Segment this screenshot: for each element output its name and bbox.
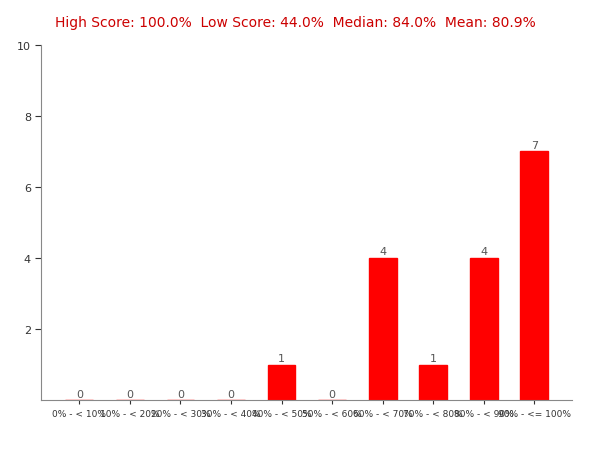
Text: 4: 4 xyxy=(379,247,386,257)
Bar xyxy=(369,258,396,400)
Text: 0: 0 xyxy=(228,389,234,399)
Text: 1: 1 xyxy=(278,353,285,363)
Bar xyxy=(520,152,548,400)
Text: 1: 1 xyxy=(430,353,437,363)
Text: 7: 7 xyxy=(530,140,538,150)
Bar xyxy=(470,258,497,400)
Text: 0: 0 xyxy=(126,389,133,399)
Text: 4: 4 xyxy=(480,247,487,257)
Bar xyxy=(268,365,296,400)
Text: 0: 0 xyxy=(177,389,184,399)
Text: 0: 0 xyxy=(76,389,83,399)
Text: 0: 0 xyxy=(329,389,336,399)
Text: High Score: 100.0%  Low Score: 44.0%  Median: 84.0%  Mean: 80.9%: High Score: 100.0% Low Score: 44.0% Medi… xyxy=(55,16,535,30)
Bar xyxy=(419,365,447,400)
